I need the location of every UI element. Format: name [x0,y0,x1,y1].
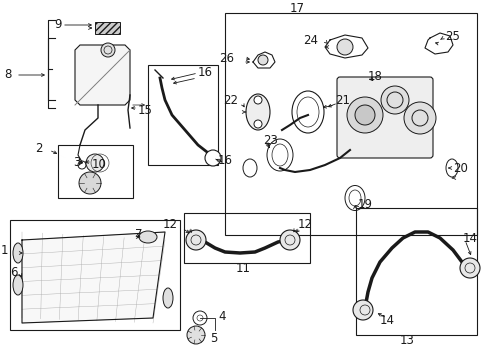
Text: 3: 3 [73,156,80,168]
Text: 25: 25 [444,30,459,42]
Polygon shape [22,232,164,323]
Ellipse shape [245,94,269,130]
Circle shape [346,97,382,133]
Circle shape [280,230,299,250]
Text: 19: 19 [357,198,372,211]
Text: 11: 11 [235,261,250,274]
Circle shape [258,55,267,65]
Circle shape [186,326,204,344]
Text: 1: 1 [0,243,8,256]
Text: 12: 12 [297,219,312,231]
Bar [355,208,476,335]
Text: 26: 26 [219,51,234,64]
Circle shape [336,39,352,55]
Ellipse shape [13,275,23,295]
Circle shape [253,120,262,128]
Circle shape [185,230,205,250]
Text: 9: 9 [54,18,62,31]
Circle shape [403,102,435,134]
Bar [148,65,218,165]
Circle shape [101,43,115,57]
Circle shape [193,311,206,325]
Bar [95,22,120,34]
Circle shape [380,86,408,114]
Text: 21: 21 [334,94,349,107]
Bar [183,213,309,263]
Text: 20: 20 [452,162,467,175]
Text: 17: 17 [289,3,305,15]
Bar [10,220,180,330]
Text: 13: 13 [399,333,414,346]
Ellipse shape [139,231,157,243]
Text: 6: 6 [10,266,18,279]
Text: 14: 14 [462,231,477,244]
Text: 24: 24 [303,33,317,46]
Text: 18: 18 [367,69,382,82]
Text: 8: 8 [4,68,12,81]
Bar [58,145,133,198]
Circle shape [352,300,372,320]
Circle shape [459,258,479,278]
Text: 2: 2 [36,141,43,154]
Text: 7: 7 [135,228,142,240]
Circle shape [204,150,221,166]
Text: 22: 22 [223,94,238,107]
Ellipse shape [163,288,173,308]
Circle shape [86,154,104,172]
Text: 16: 16 [198,67,213,80]
Text: 12: 12 [163,219,178,231]
Text: 5: 5 [209,332,217,345]
Text: 23: 23 [263,134,277,147]
Circle shape [79,172,101,194]
Text: 14: 14 [379,314,394,327]
Text: 4: 4 [218,310,225,323]
Ellipse shape [13,243,23,263]
Circle shape [253,96,262,104]
Text: 10: 10 [92,158,107,171]
Bar [224,13,476,235]
Circle shape [354,105,374,125]
FancyBboxPatch shape [336,77,432,158]
Polygon shape [75,45,130,105]
Text: 16: 16 [218,154,232,167]
Text: 15: 15 [138,104,153,117]
